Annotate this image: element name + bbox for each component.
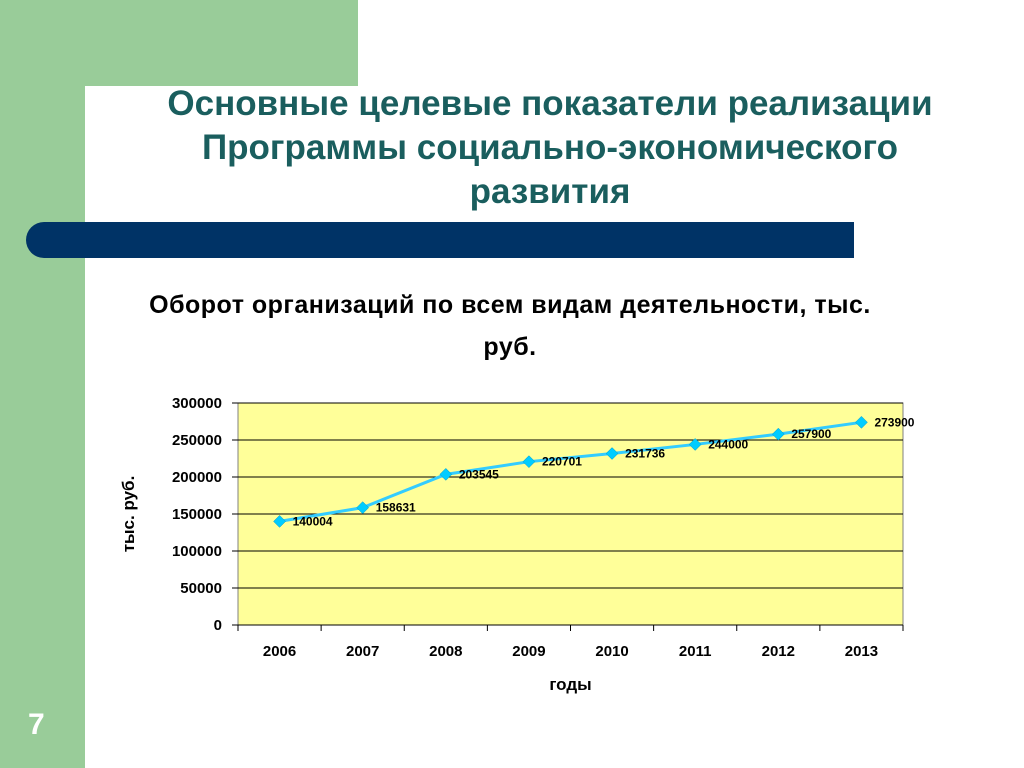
x-tick-label: 2011 — [679, 643, 712, 660]
data-point-marker — [356, 501, 370, 514]
y-tick-label: 250000 — [172, 432, 222, 449]
data-point-marker — [855, 415, 868, 429]
data-label: 244000 — [708, 437, 748, 451]
green-side-band — [0, 0, 85, 768]
chart-title: Оборот организаций по всем видам деятель… — [149, 291, 871, 361]
data-label: 140004 — [293, 514, 333, 528]
green-top-band — [0, 0, 358, 86]
x-tick-label: 2007 — [346, 643, 379, 660]
y-tick-label: 0 — [214, 617, 222, 634]
data-label: 257900 — [791, 427, 831, 441]
data-point-marker — [771, 427, 785, 441]
y-tick-label: 150000 — [172, 506, 222, 523]
y-tick-label: 50000 — [180, 580, 222, 597]
data-label: 203545 — [459, 467, 499, 481]
page-number: 7 — [28, 708, 45, 741]
white-rounded-corner — [85, 86, 205, 206]
x-tick-label: 2010 — [595, 643, 628, 660]
data-label: 220701 — [542, 455, 582, 469]
data-label: 158631 — [376, 501, 416, 515]
y-tick-label: 100000 — [172, 543, 222, 560]
slide-title: Основные целевые показатели реализации П… — [167, 84, 933, 211]
x-tick-label: 2008 — [429, 643, 462, 660]
series-line — [279, 420, 862, 523]
data-label: 231736 — [625, 447, 665, 461]
data-point-marker — [439, 468, 453, 481]
data-point-marker — [522, 455, 536, 469]
y-tick-label: 200000 — [172, 469, 222, 486]
data-label: 273900 — [874, 415, 914, 429]
x-tick-label: 2013 — [845, 643, 878, 660]
y-axis-title: тыс. руб. — [119, 476, 138, 553]
data-point-marker — [273, 515, 286, 528]
data-point-marker — [688, 438, 702, 451]
x-tick-label: 2012 — [762, 643, 795, 660]
y-tick-label: 300000 — [172, 395, 222, 412]
x-axis-title: годы — [549, 675, 591, 694]
title-underline-bar — [26, 222, 854, 258]
x-tick-label: 2006 — [263, 643, 296, 660]
data-point-marker — [605, 447, 619, 460]
x-tick-label: 2009 — [512, 643, 545, 660]
